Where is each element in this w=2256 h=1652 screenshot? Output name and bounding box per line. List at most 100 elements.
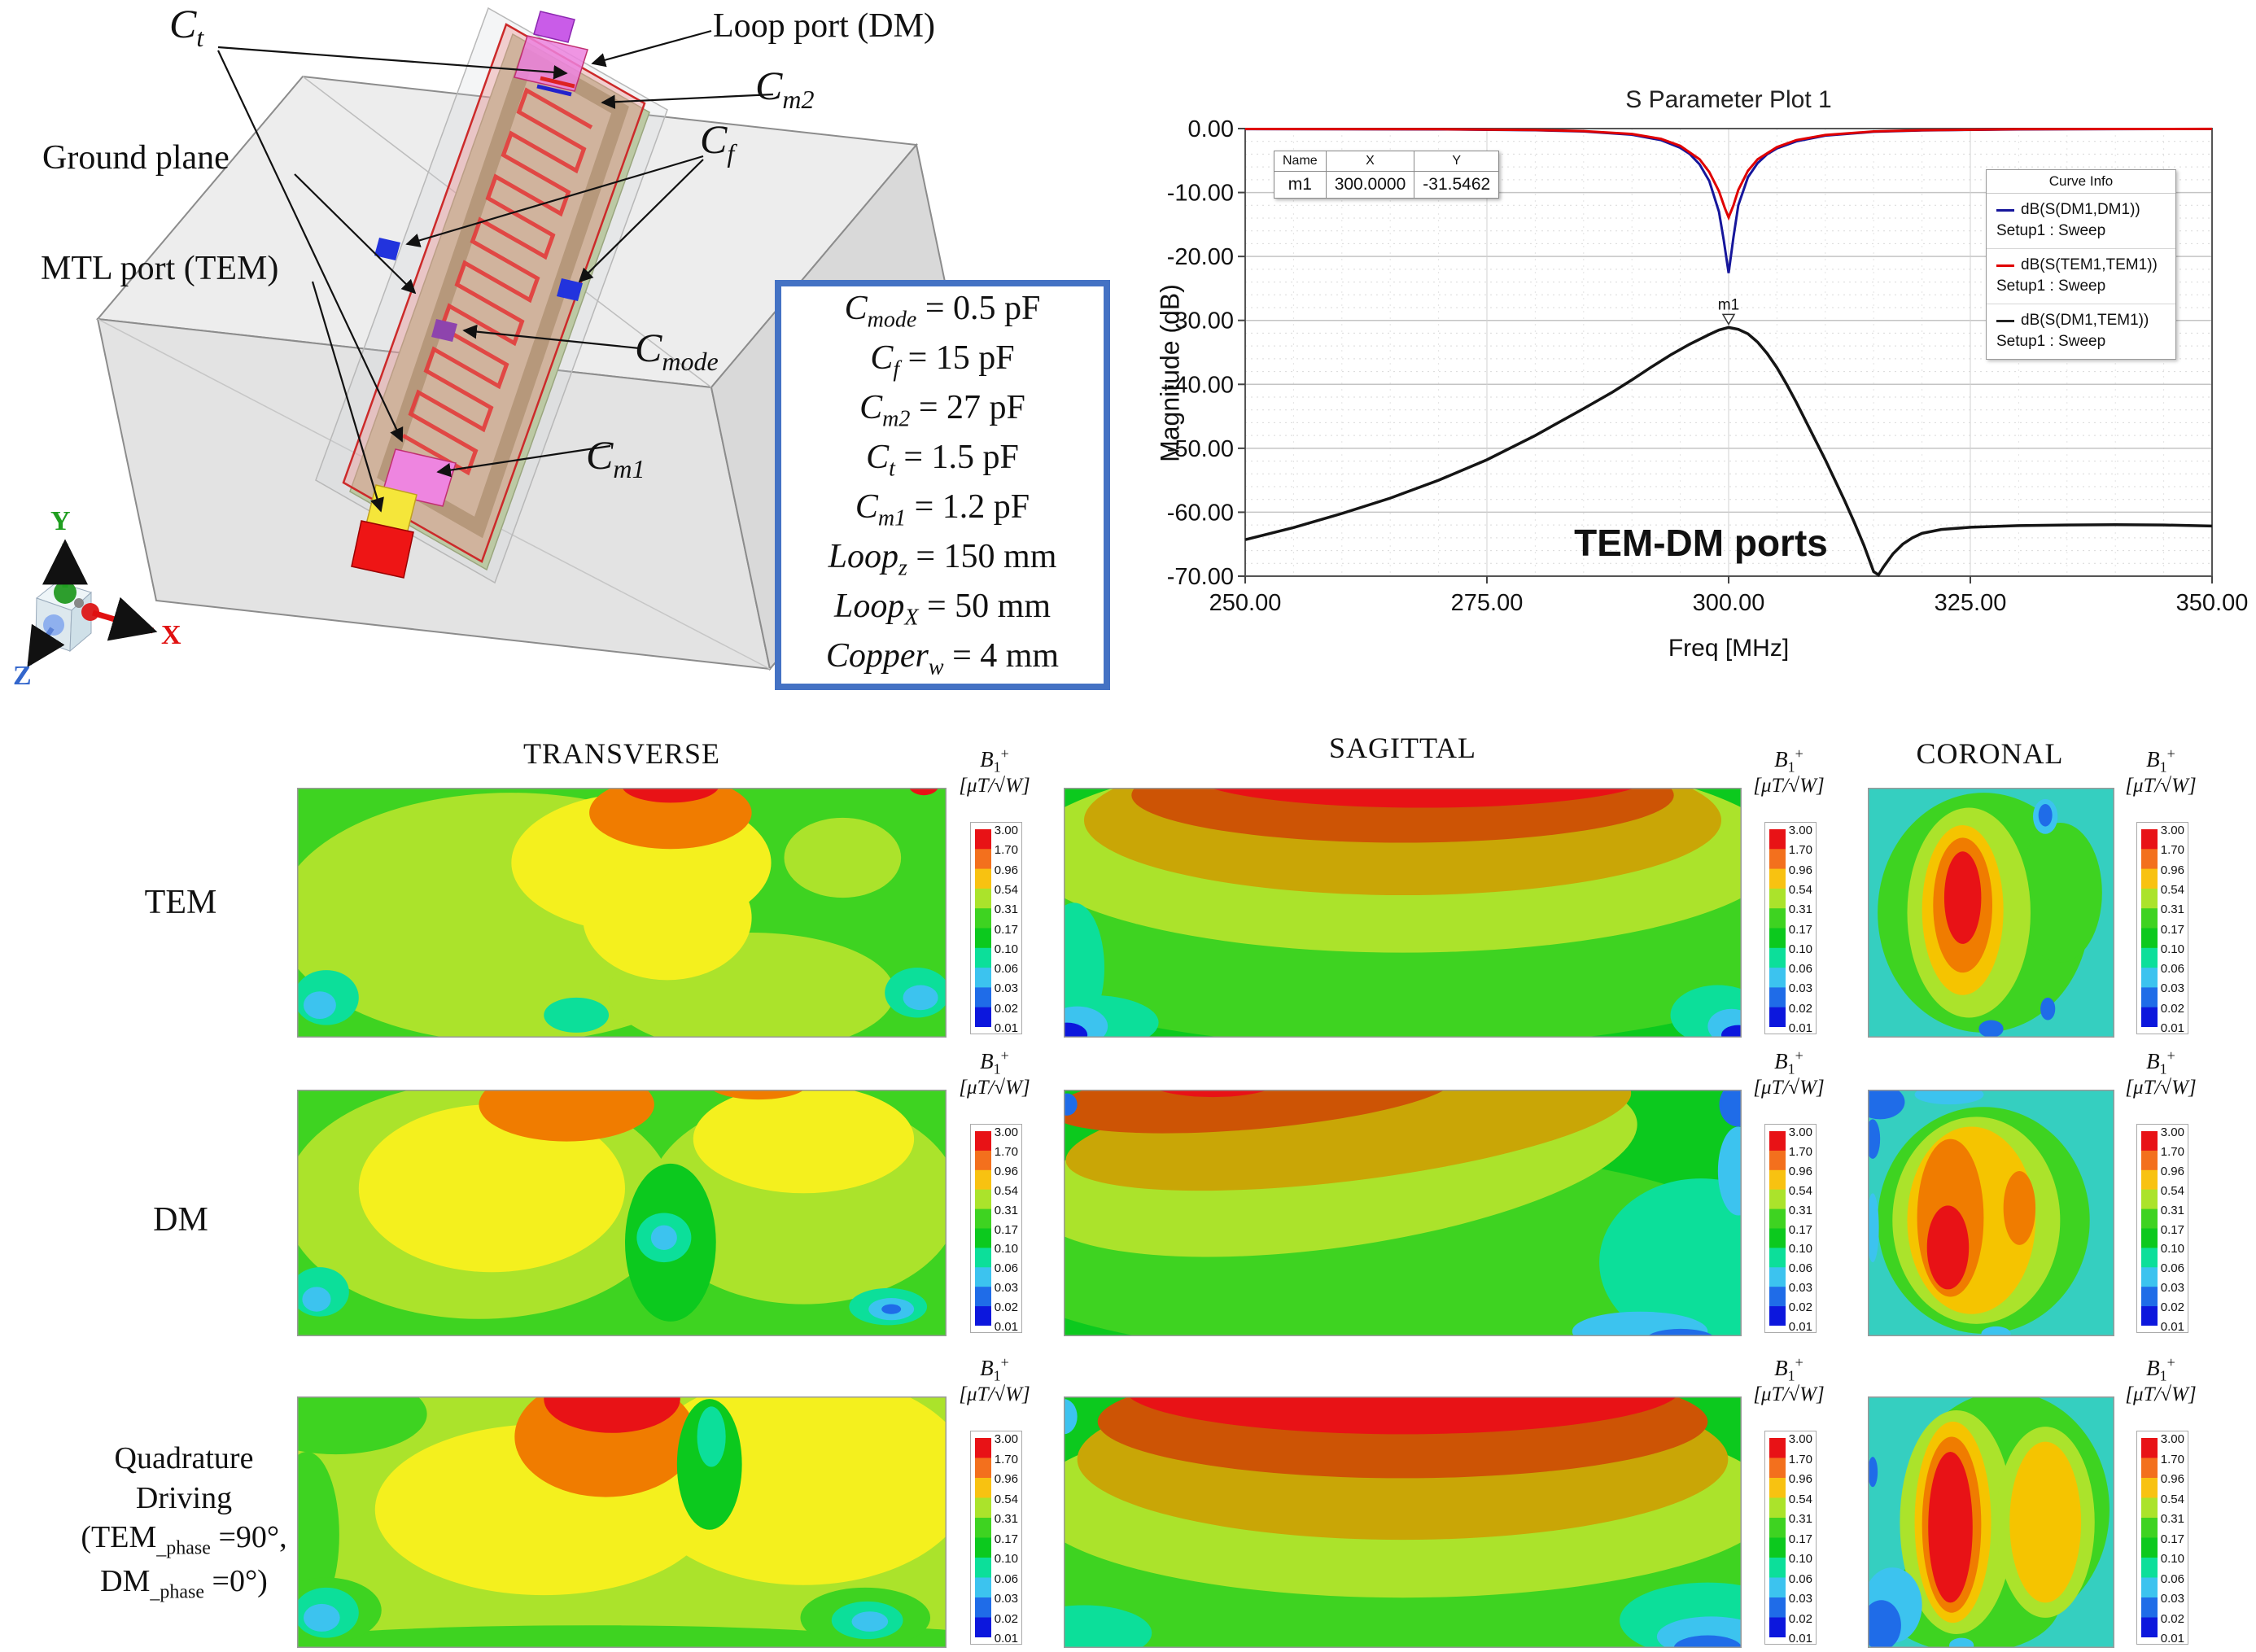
quad-line-3: (TEM_phase =90°, [81, 1520, 287, 1559]
colorbar-unit: [μT/√W] [959, 1077, 1030, 1099]
coil-model-panel: Ct Loop port (DM) Cm2 Ground plane Cf MT… [0, 0, 1139, 716]
colorbar-tick: 0.54 [2160, 882, 2184, 897]
colorbar-tick: 0.06 [994, 1571, 1018, 1586]
svg-text:-70.00: -70.00 [1167, 564, 1234, 590]
legend-label: dB(S(DM1,TEM1)) [2021, 312, 2149, 329]
param-row-c-mode: Cmode = 0.5 pF [844, 289, 1041, 332]
quad-line-4: DM_phase =0°) [100, 1563, 268, 1603]
colorbar-unit: [μT/√W] [1753, 1383, 1825, 1405]
param-row-loop-z: Loopz = 150 mm [828, 537, 1057, 580]
fieldmap-dm-coronal [1868, 1090, 2114, 1336]
colorbar: 3.00 1.70 0.96 0.54 0.31 0.17 0.10 0.06 0.03 0.02… [2136, 1431, 2188, 1645]
legend-swatch [1996, 208, 2014, 212]
colorbar-tick: 0.03 [1788, 1592, 1812, 1606]
sparam-annotation: TEM-DM ports [1574, 522, 1828, 564]
colorbar: 3.00 1.70 0.96 0.54 0.31 0.17 0.10 0.06 0.03 0.02… [1764, 822, 1817, 1035]
svg-text:-20.00: -20.00 [1167, 244, 1234, 270]
colorbar-tick: 1.70 [994, 843, 1018, 858]
colorbar-tick: 0.96 [1788, 1472, 1812, 1486]
colorbar-tick: 0.01 [2160, 1320, 2184, 1334]
colorbar-unit: [μT/√W] [2125, 1383, 2197, 1405]
colorbar-tick: 0.01 [1788, 1632, 1812, 1645]
colorbar-tick: 3.00 [1788, 824, 1812, 837]
label-cm2: Cm2 [755, 63, 815, 114]
colorbar-tick: 0.10 [1788, 1552, 1812, 1566]
colorbar-tick: 0.10 [2160, 942, 2184, 956]
colorbar-gradient [975, 829, 991, 1027]
colorbar-tick: 3.00 [994, 824, 1018, 837]
colorbar: 3.00 1.70 0.96 0.54 0.31 0.17 0.10 0.06 0.03 0.02… [970, 822, 1022, 1035]
colorbar-tick: 0.06 [994, 962, 1018, 977]
mtl-port-red-block [351, 520, 414, 579]
colorbar-tick: 0.96 [2160, 1472, 2184, 1486]
fieldmap-tem-transverse [297, 788, 947, 1038]
colorbar-title: B1+ [980, 1047, 1009, 1077]
colorbar-title: B1+ [980, 1354, 1009, 1384]
marker-m1-label: m1 [1718, 296, 1739, 313]
colorbar-tick: 0.02 [994, 1300, 1018, 1315]
svg-text:-30.00: -30.00 [1167, 308, 1234, 334]
colorbar-title: B1+ [980, 745, 1009, 776]
colorbar-tick: 0.02 [2160, 1001, 2184, 1016]
svg-text:275.00: 275.00 [1451, 590, 1524, 616]
legend-entry: dB(S(DM1,TEM1)) Setup1 : Sweep [1987, 304, 2175, 359]
colorbar-gradient [975, 1131, 991, 1326]
colorbar-tick: 0.10 [2160, 1552, 2184, 1566]
colorbar-title: B1+ [2146, 1047, 2175, 1077]
colorbar-unit: [μT/√W] [2125, 775, 2197, 797]
legend-entry: dB(S(TEM1,TEM1)) Setup1 : Sweep [1987, 249, 2175, 304]
colorbar-tick: 1.70 [994, 1144, 1018, 1159]
colorbar-tick: 0.96 [1788, 1164, 1812, 1178]
fieldmap-quadrature-sagittal [1064, 1396, 1742, 1648]
colorbar-tick: 0.17 [1788, 1532, 1812, 1546]
fieldmap-dm-transverse [297, 1090, 947, 1336]
param-row-c-m1: Cm1 = 1.2 pF [855, 487, 1030, 531]
colorbar-tick: 0.06 [2160, 962, 2184, 977]
colorbar-tick: 0.17 [994, 1532, 1018, 1546]
origin-ball [74, 598, 84, 608]
colorbar-tick: 0.06 [1788, 1261, 1812, 1276]
colorbar-unit: [μT/√W] [959, 1383, 1030, 1405]
colorbar-tick: 0.10 [994, 1552, 1018, 1566]
colorbar-gradient [2141, 829, 2158, 1027]
colorbar-tick: 0.10 [994, 1242, 1018, 1256]
legend-swatch [1996, 264, 2014, 267]
loop-port-block [533, 11, 575, 43]
colorbar-tick: 0.31 [2160, 1512, 2184, 1526]
label-ground-plane: Ground plane [42, 139, 230, 177]
x-axis-ball [81, 603, 99, 621]
colorbar-tick: 0.54 [1788, 1492, 1812, 1506]
colorbar-tick: 0.03 [1788, 981, 1812, 996]
colorbar: 3.00 1.70 0.96 0.54 0.31 0.17 0.10 0.06 0.03 0.02… [970, 1431, 1022, 1645]
marker-x-value: 300.0000 [1325, 171, 1415, 199]
colorbar-tick: 0.96 [1788, 863, 1812, 877]
colorbar-tick: 0.10 [1788, 1242, 1812, 1256]
legend-label: dB(S(TEM1,TEM1)) [2021, 256, 2158, 273]
fieldmap-tem-coronal [1868, 788, 2114, 1038]
colorbar-gradient [975, 1438, 991, 1637]
colorbar-tick: 0.03 [994, 1281, 1018, 1296]
colorbar-title: B1+ [2146, 1354, 2175, 1384]
label-ct: Ct [169, 1, 204, 52]
quad-line-1: Quadrature [114, 1441, 254, 1475]
row-label-quadrature: Quadrature Driving (TEM_phase =90°, DM_p… [5, 1439, 363, 1605]
cmode-capacitor [431, 319, 457, 342]
param-row-loop-X: LoopX = 50 mm [834, 587, 1051, 630]
top-port-plane [514, 35, 588, 92]
z-axis-ball [43, 614, 64, 636]
quad-line-2: Driving [135, 1480, 233, 1515]
colorbar-tick: 0.31 [994, 902, 1018, 917]
legend-setup: Setup1 : Sweep [1996, 278, 2106, 295]
colorbar-unit: [μT/√W] [959, 775, 1030, 797]
svg-text:-10.00: -10.00 [1167, 181, 1234, 207]
colorbar-tick: 0.54 [2160, 1492, 2184, 1506]
colorbar-tick: 0.06 [2160, 1571, 2184, 1586]
colorbar: 3.00 1.70 0.96 0.54 0.31 0.17 0.10 0.06 0.03 0.02… [2136, 822, 2188, 1035]
colorbar-tick: 0.01 [2160, 1021, 2184, 1035]
colorbar-tick: 0.01 [1788, 1021, 1812, 1035]
legend-label: dB(S(DM1,DM1)) [2021, 201, 2140, 218]
fieldmap-dm-sagittal [1064, 1090, 1742, 1336]
legend-title: Curve Info [1987, 170, 2175, 194]
colorbar-tick: 3.00 [1788, 1125, 1812, 1139]
